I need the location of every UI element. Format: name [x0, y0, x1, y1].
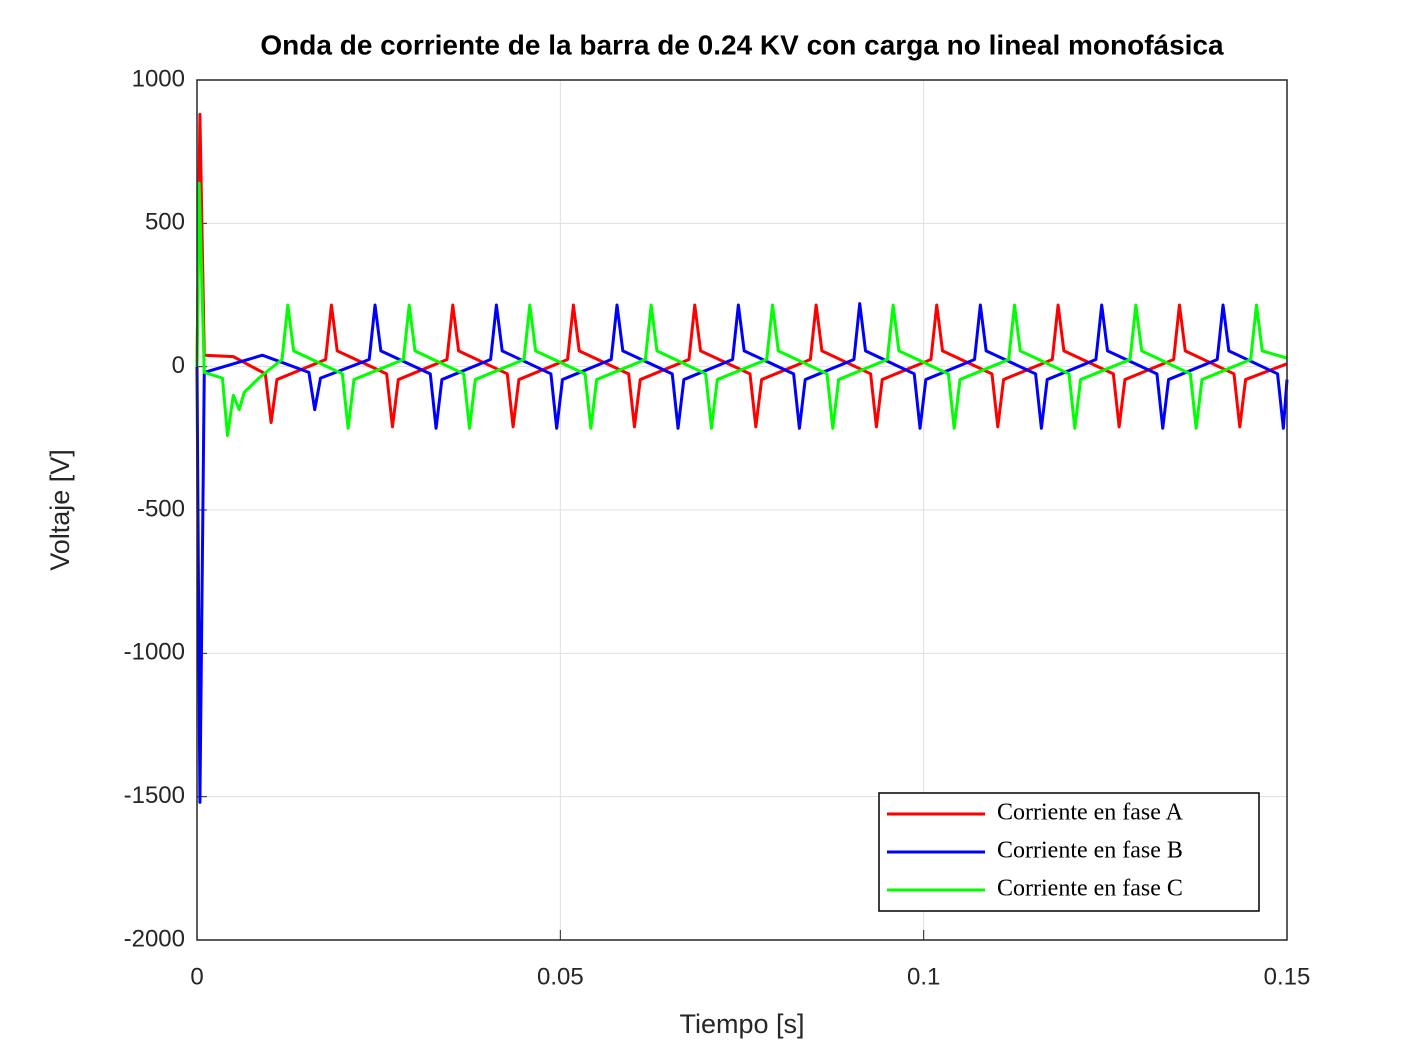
chart-title: Onda de corriente de la barra de 0.24 KV… [260, 29, 1224, 60]
y-tick-label: -2000 [124, 925, 185, 952]
x-tick-label: 0.15 [1264, 963, 1311, 990]
x-tick-label: 0.05 [537, 963, 584, 990]
series-line [195, 302, 1289, 804]
x-tick-label: 0.1 [907, 963, 940, 990]
legend-label: Corriente en fase C [997, 876, 1183, 902]
legend: Corriente en fase A Corriente en fase B Co… [878, 792, 1260, 912]
axes-box [196, 79, 1288, 941]
legend-label: Corriente en fase B [997, 838, 1183, 864]
y-tick-label: -500 [137, 495, 185, 522]
y-tick-label: 500 [145, 209, 185, 236]
x-axis-label: Tiempo [s] [679, 1009, 804, 1039]
y-tick-label: -1500 [124, 782, 185, 809]
y-tick-label: -1000 [124, 639, 185, 666]
x-tick-label: 0 [190, 963, 203, 990]
y-tick-label: 0 [172, 352, 185, 379]
series-line [195, 181, 1288, 437]
y-axis-label: Voltaje [V] [45, 449, 75, 571]
y-tick-label: 1000 [132, 65, 185, 92]
legend-label: Corriente en fase A [997, 800, 1184, 826]
